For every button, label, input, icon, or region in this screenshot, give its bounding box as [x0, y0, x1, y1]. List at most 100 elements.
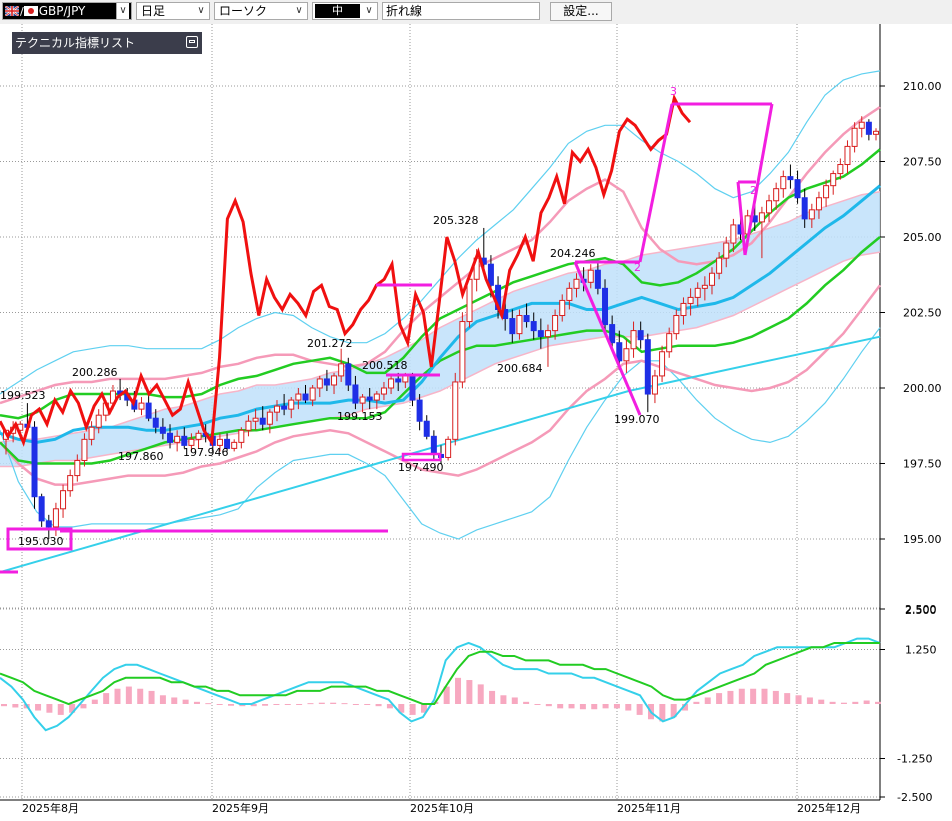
candle-body	[823, 185, 830, 199]
candles	[3, 116, 879, 539]
candle-body	[787, 176, 794, 181]
price-annotation: 201.272	[307, 337, 353, 350]
macd-histogram-bar	[875, 701, 881, 704]
candle-body	[523, 315, 530, 323]
candle-body	[530, 321, 537, 332]
macd-histogram-bar	[284, 704, 291, 705]
date-tick-label: 2025年10月	[410, 801, 474, 815]
macd-histogram-bar	[91, 699, 98, 704]
candle-body	[466, 278, 473, 323]
settings-button[interactable]: 設定...	[550, 2, 612, 21]
candle-body	[380, 387, 387, 395]
macd-histogram-bar	[579, 704, 586, 710]
candle-body	[858, 121, 865, 129]
candle-body	[181, 435, 188, 446]
candle-body	[623, 348, 630, 362]
candle-body	[651, 375, 658, 395]
collapse-icon[interactable]	[186, 36, 198, 48]
candle-body	[67, 475, 74, 492]
candle-body	[373, 393, 380, 401]
macd-histogram-bar	[761, 688, 768, 704]
period-select[interactable]: 日足 ∨	[136, 2, 210, 20]
macd-histogram-bar	[398, 704, 405, 713]
osc-tick-label: 2.500	[905, 604, 937, 617]
cloud-area	[0, 191, 880, 467]
macd-histogram-bar	[205, 703, 212, 705]
candle-body	[366, 396, 373, 401]
candle-body	[238, 429, 245, 443]
wave-label: 2	[750, 184, 757, 197]
price-tick-label: 205.00	[903, 231, 942, 244]
candle-body	[716, 257, 723, 274]
price-annotation: 200.286	[72, 366, 118, 379]
candle-body	[873, 130, 879, 135]
drawn-trend-segment	[573, 261, 642, 416]
price-annotation: 199.523	[0, 389, 46, 402]
macd-histogram-bar	[852, 701, 859, 704]
macd-histogram-bar	[682, 704, 689, 711]
candle-body	[801, 197, 808, 220]
macd-histogram-bar	[829, 701, 836, 704]
candle-body	[60, 490, 67, 510]
drawn-trend-segment	[743, 103, 774, 256]
currency-pair-select[interactable]: / GBP/JPY ∨	[2, 2, 132, 20]
candle-body	[594, 269, 601, 289]
price-tick-label: 207.50	[903, 156, 942, 169]
candle-body	[188, 438, 195, 446]
candle-body	[266, 411, 273, 425]
macd-histogram-bar	[250, 704, 257, 707]
macd-histogram-bar	[840, 702, 847, 704]
candle-body	[395, 378, 402, 383]
macd-histogram-bar	[511, 697, 518, 704]
uk-flag-icon	[5, 6, 19, 16]
chart-type-select[interactable]: ローソク ∨	[214, 2, 308, 20]
toolbar: / GBP/JPY ∨ 日足 ∨ ローソク ∨ 中 ∨ 折れ線 設定...	[0, 0, 952, 25]
candle-body	[288, 399, 295, 410]
candle-body	[865, 121, 872, 135]
macd-histogram-bar	[477, 684, 484, 704]
macd-histogram-bar	[545, 704, 552, 707]
osc-tick-label: 1.250	[905, 644, 937, 657]
macd-histogram-bar	[489, 690, 496, 704]
candle-body	[537, 330, 544, 338]
candle-body	[345, 363, 352, 386]
candle-body	[815, 197, 822, 211]
macd-histogram-bar	[159, 695, 166, 704]
chevron-down-icon: ∨	[116, 3, 129, 19]
candle-body	[423, 420, 430, 437]
candle-body	[174, 435, 181, 443]
candle-body	[659, 351, 666, 377]
candle-body	[452, 381, 459, 440]
candle-body	[231, 441, 238, 449]
date-tick-label: 2025年11月	[617, 801, 681, 815]
bollinger-outer-upper	[0, 70, 881, 395]
macd-histogram-bar	[1, 704, 7, 707]
candle-body	[487, 263, 494, 286]
candle-body	[559, 299, 566, 317]
macd-histogram-bar	[12, 704, 19, 708]
macd-histogram-bar	[216, 704, 223, 705]
osc-tick-label: 2.500	[905, 603, 937, 616]
candle-body	[388, 378, 395, 389]
moving-average-short	[0, 184, 881, 444]
drawn-box	[401, 452, 442, 462]
indicator-list-panel[interactable]: テクニカル指標リスト	[12, 32, 202, 54]
candle-body	[331, 375, 338, 386]
candle-body	[359, 396, 366, 404]
candle-body	[544, 330, 551, 338]
candle-size-select[interactable]: 中 ∨	[312, 2, 378, 20]
bollinger-inner-lower	[0, 284, 881, 486]
macd-histogram-bar	[602, 704, 609, 709]
candle-body	[566, 287, 573, 301]
candle-body	[302, 393, 309, 401]
osc-tick-label: -1.250	[897, 753, 932, 766]
macd-histogram-bar	[750, 688, 757, 704]
candle-body	[167, 432, 174, 443]
line-type-field[interactable]: 折れ線	[382, 2, 540, 20]
candle-body	[45, 520, 52, 528]
candle-body	[295, 393, 302, 401]
candle-body	[637, 330, 644, 341]
candle-body	[630, 330, 637, 350]
candle-body	[830, 173, 837, 187]
macd-histogram-bar	[137, 688, 144, 704]
